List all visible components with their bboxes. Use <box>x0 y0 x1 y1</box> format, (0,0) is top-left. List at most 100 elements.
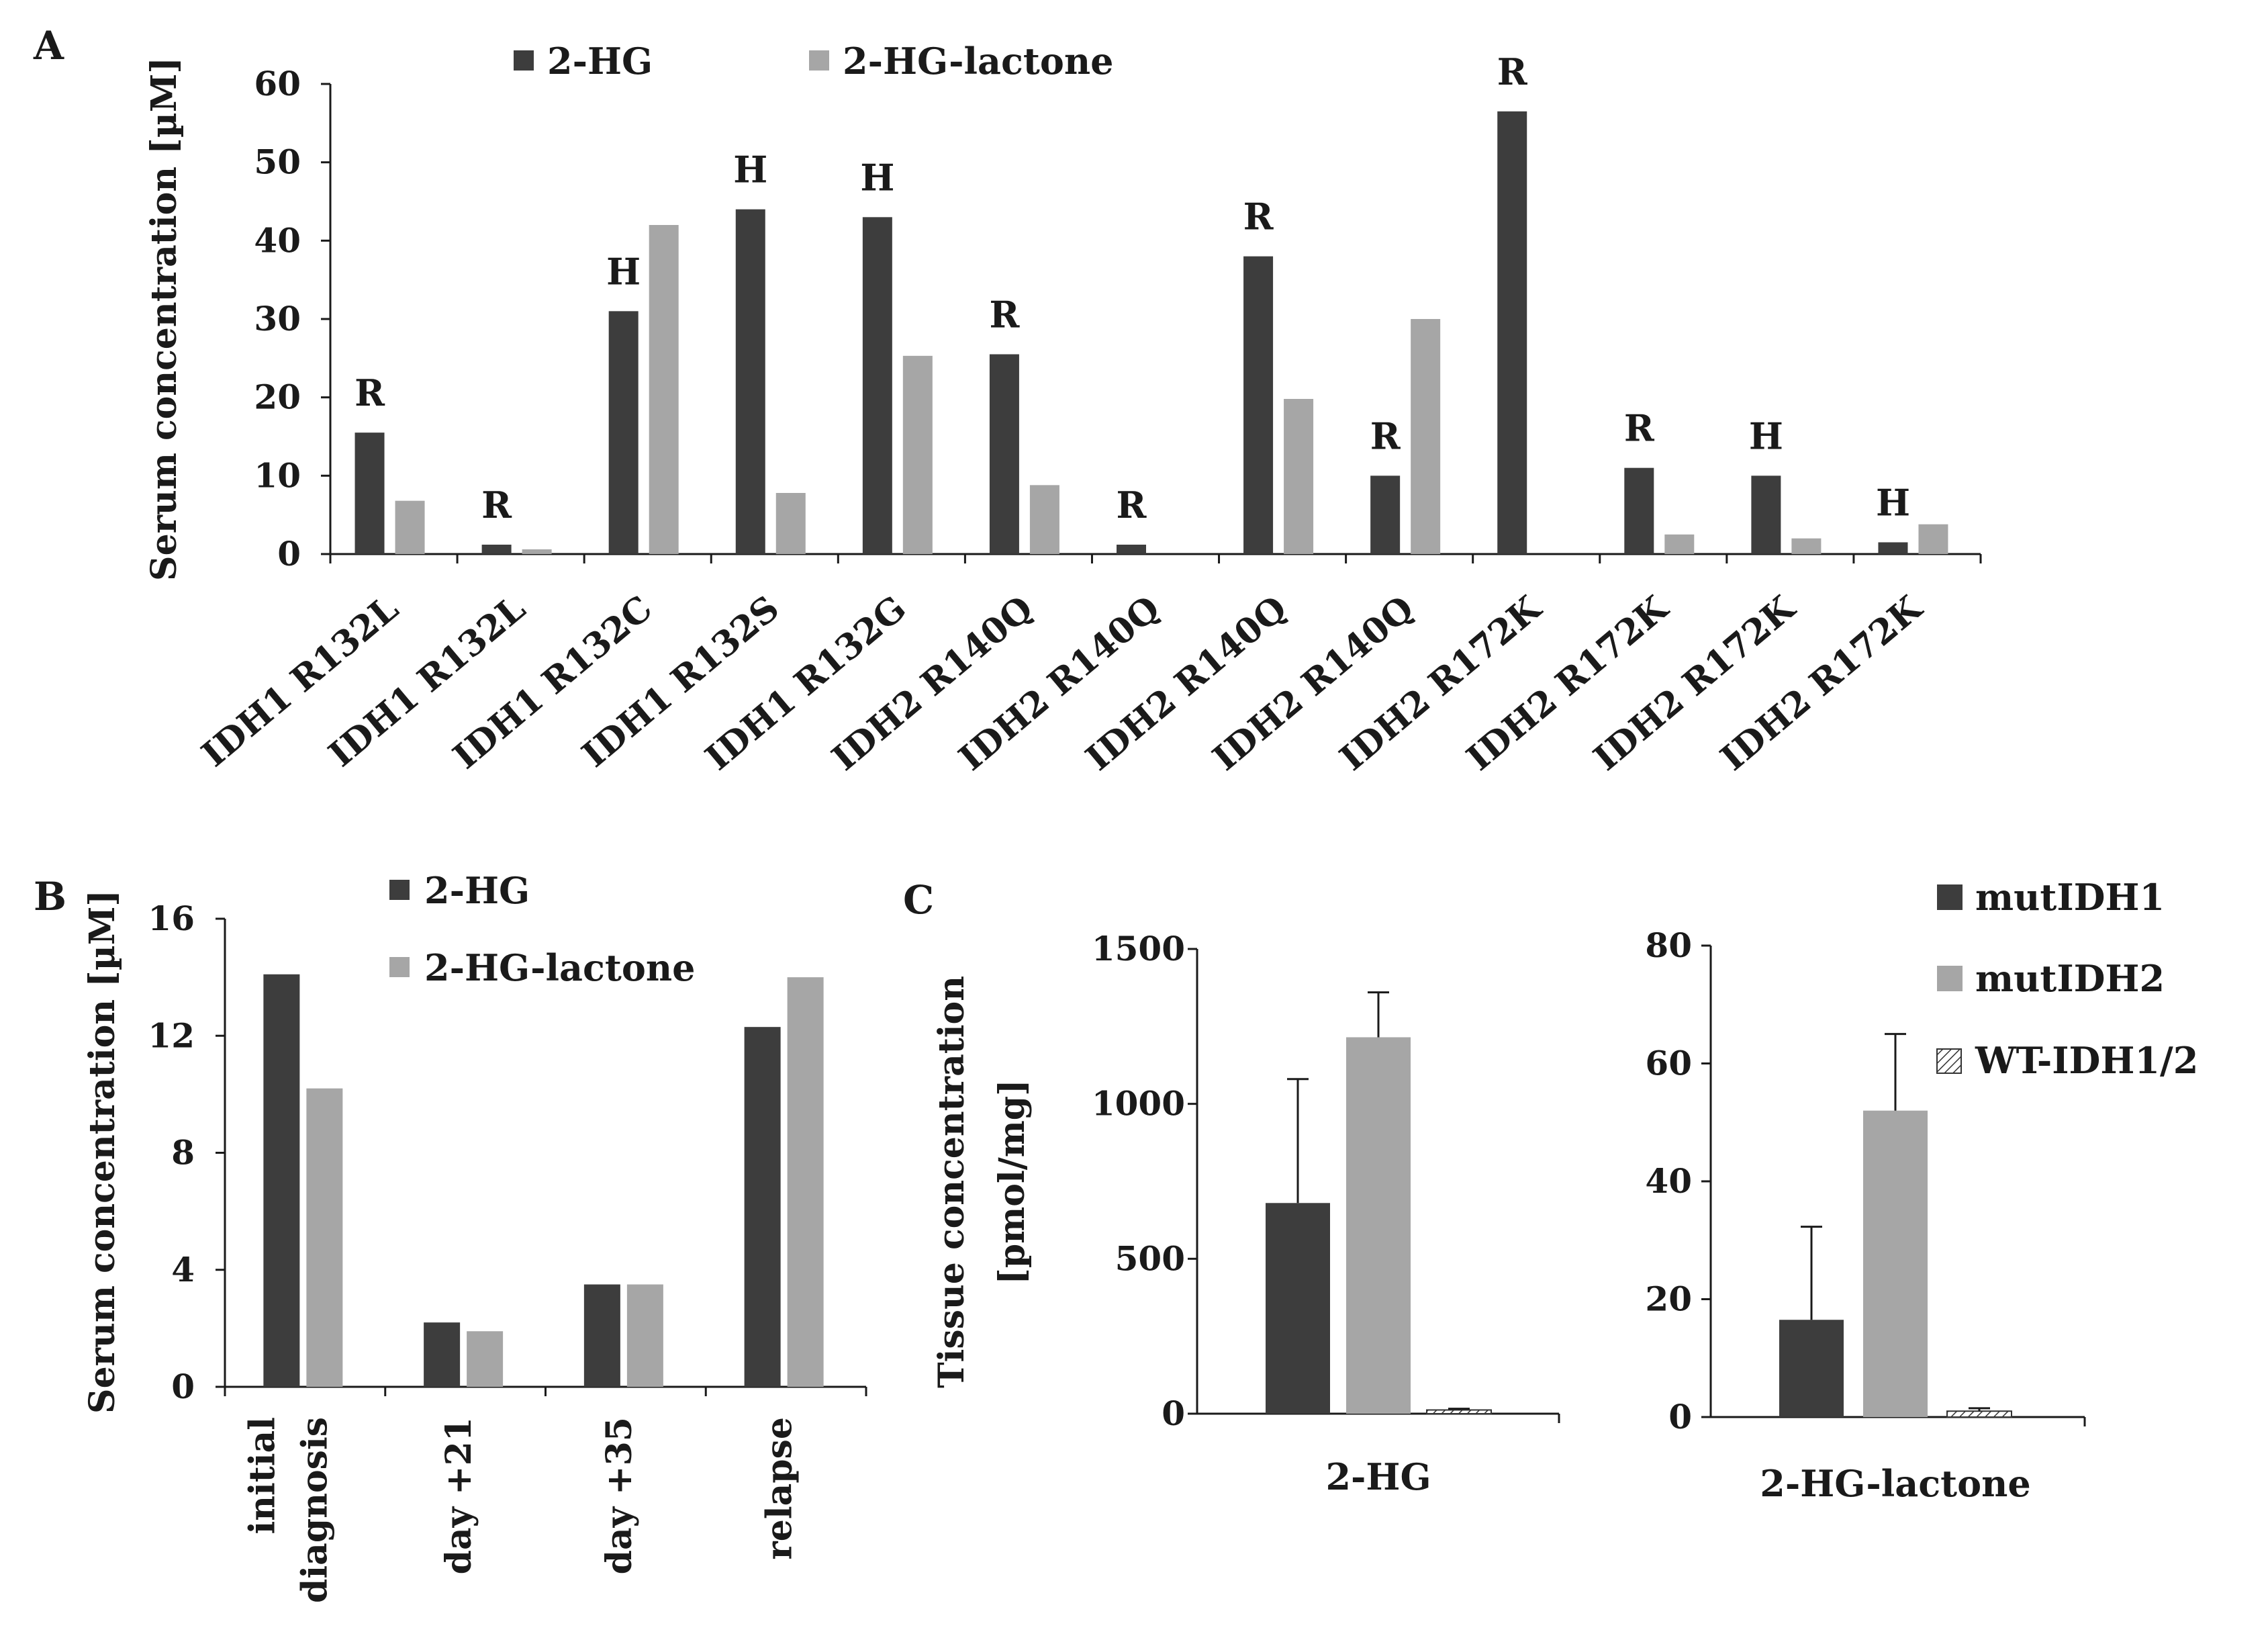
bar-2hg-lactone <box>1664 534 1695 554</box>
bar-2hg-lactone <box>395 500 425 554</box>
legend-label-wt-idh1-2: WT-IDH1/2 <box>1975 1039 2198 1082</box>
bar-2hg <box>744 1027 781 1387</box>
legend-swatch-2hg-lactone <box>389 957 410 977</box>
bar-mutidh1 <box>1266 1203 1330 1414</box>
annotation-label: H <box>1749 414 1783 457</box>
annotation-label: R <box>1117 484 1147 527</box>
y-tick-label: 20 <box>254 377 301 417</box>
y-tick-label: 1000 <box>1092 1084 1185 1124</box>
annotation-label: R <box>1243 195 1274 238</box>
bar-2hg-lactone <box>1918 524 1948 554</box>
bar-2hg <box>1878 542 1908 554</box>
bar-2hg <box>1370 475 1401 554</box>
bar-2hg <box>481 545 512 554</box>
legend-label-2hg-lactone: 2-HG-lactone <box>424 946 696 989</box>
annotation-label: R <box>1497 50 1528 93</box>
annotation-label: H <box>733 148 767 191</box>
legend-swatch-wt-idh1-2 <box>1936 1048 1962 1074</box>
bar-2hg-lactone <box>787 977 824 1387</box>
legend-swatch-mutidh2 <box>1937 966 1963 991</box>
bar-2hg <box>1117 545 1146 554</box>
chart-b: 0 4 8 12 16 initial diagnosis day +21 day +35 rel… <box>82 869 867 1603</box>
category-label: relapse <box>759 1417 800 1560</box>
legend-label-mutidh2: mutIDH2 <box>1975 957 2165 1000</box>
y-tick-label: 0 <box>1668 1397 1692 1437</box>
bar-2hg-lactone <box>649 225 679 554</box>
bar-2hg-lactone <box>1029 485 1059 554</box>
annotation-label: H <box>606 250 641 293</box>
y-tick-label: 30 <box>254 299 301 338</box>
bar-2hg <box>989 354 1019 554</box>
chart-c-2hg: 0 500 1000 1500 2-HG Tissue concentration [pmo… <box>931 929 1560 1498</box>
bar-2hg-lactone <box>1284 399 1314 554</box>
bar-2hg <box>608 311 639 554</box>
bar-2hg-lactone <box>902 355 933 554</box>
legend-label-2hg-lactone: 2-HG-lactone <box>843 40 1114 83</box>
y-axis-title: Serum concentration [µM] <box>144 57 185 581</box>
bar-2hg <box>355 433 385 554</box>
bar-2hg-lactone <box>522 549 552 554</box>
panel-letter-a: A <box>33 23 64 69</box>
y-tick-label: 40 <box>254 220 301 260</box>
y-tick-label: 60 <box>1645 1044 1692 1083</box>
legend-swatch-2hg <box>514 50 534 71</box>
bar-2hg <box>735 209 765 555</box>
y-tick-label: 4 <box>171 1250 195 1289</box>
y-tick-label: 20 <box>1645 1279 1692 1319</box>
y-tick-label: 16 <box>148 899 195 938</box>
y-tick-label: 0 <box>1162 1394 1185 1433</box>
panel-letter-c: C <box>903 877 934 923</box>
annotation-label: R <box>989 293 1020 336</box>
bar-2hg <box>862 217 892 554</box>
group-label: 2-HG-lactone <box>1760 1462 2031 1505</box>
legend-swatch-mutidh1 <box>1937 884 1963 910</box>
y-axis-title-line2: [pmol/mg] <box>992 1079 1033 1284</box>
category-label: day +21 <box>438 1417 479 1574</box>
bar-2hg <box>1243 256 1274 554</box>
y-tick-label: 10 <box>254 455 301 495</box>
category-label: initial <box>242 1417 283 1535</box>
legend-label-2hg: 2-HG <box>424 869 530 912</box>
group-label: 2-HG <box>1325 1455 1431 1498</box>
bar-2hg <box>1624 467 1654 554</box>
bar-2hg <box>1751 475 1781 554</box>
category-label: day +35 <box>599 1417 640 1574</box>
y-tick-label: 1500 <box>1092 929 1185 968</box>
panel-letter-b: B <box>34 874 66 919</box>
bar-2hg <box>263 974 300 1387</box>
category-label: diagnosis <box>294 1417 335 1603</box>
y-tick-label: 8 <box>171 1133 195 1173</box>
bar-2hg-lactone <box>626 1284 663 1387</box>
y-axis-title-line1: Tissue concentration <box>931 976 972 1388</box>
bar-2hg-lactone <box>1411 319 1441 554</box>
y-axis-title: Serum concentration [µM] <box>82 890 123 1414</box>
bar-2hg-lactone <box>775 493 806 554</box>
bar-2hg-lactone <box>467 1331 504 1387</box>
annotation-label: H <box>860 156 894 199</box>
legend-label-mutidh1: mutIDH1 <box>1975 876 2165 919</box>
chart-c-lactone: 0 20 40 60 80 2-HG-lactone mutIDH1 mutIDH2 WT-ID… <box>1645 876 2198 1505</box>
y-tick-label: 0 <box>277 534 301 574</box>
annotation-label: R <box>1624 407 1655 450</box>
bar-wt-idh1-2 <box>1426 1409 1492 1415</box>
bar-2hg <box>1497 111 1527 555</box>
annotation-label: R <box>1370 414 1401 457</box>
bar-2hg <box>424 1322 461 1387</box>
y-tick-label: 40 <box>1645 1161 1692 1201</box>
bar-wt-idh1-2 <box>1946 1410 2012 1418</box>
bar-mutidh2 <box>1863 1110 1928 1417</box>
bar-2hg-lactone <box>306 1088 343 1387</box>
annotation-label: R <box>355 371 385 414</box>
y-tick-label: 80 <box>1645 925 1692 965</box>
y-tick-label: 60 <box>254 64 301 103</box>
bar-2hg-lactone <box>1791 538 1822 554</box>
bar-2hg <box>583 1284 620 1387</box>
y-tick-label: 12 <box>148 1015 195 1055</box>
y-tick-label: 0 <box>171 1367 195 1406</box>
y-tick-label: 500 <box>1115 1238 1185 1278</box>
y-tick-label: 50 <box>254 142 301 182</box>
annotation-label: H <box>1876 482 1910 525</box>
legend-swatch-2hg-lactone <box>809 50 829 71</box>
